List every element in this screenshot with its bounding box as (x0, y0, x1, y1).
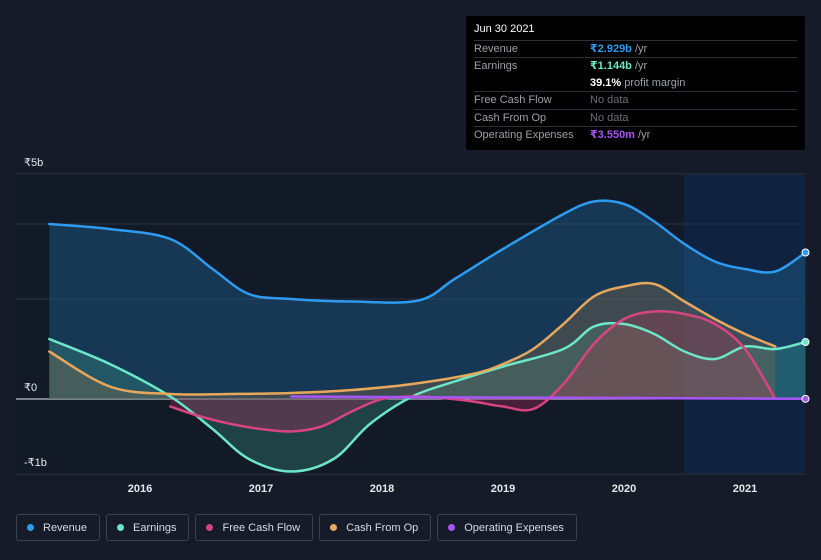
legend-label: Operating Expenses (464, 521, 564, 534)
legend-item-earnings[interactable]: Earnings (106, 514, 190, 541)
tooltip-label: Free Cash Flow (474, 94, 552, 107)
legend-dot-icon (206, 524, 214, 531)
y-tick-label: -₹1b (24, 457, 47, 469)
y-tick-label: ₹0 (24, 382, 37, 394)
cash-from-op-line (48, 281, 777, 396)
legend-label: Cash From Op (346, 521, 419, 534)
legend-item-operating-expenses[interactable]: Operating Expenses (437, 514, 577, 541)
tooltip-date: Jun 30 2021 (474, 23, 797, 41)
tooltip-row-fcf: Free Cash Flow No data (474, 92, 797, 110)
legend-item-revenue[interactable]: Revenue (16, 514, 101, 541)
legend-item-cash-from-op[interactable]: Cash From Op (319, 514, 432, 541)
legend-item-free-cash-flow[interactable]: Free Cash Flow (195, 514, 314, 541)
legend-label: Revenue (43, 521, 88, 534)
tooltip-value: ₹3.550m /yr (590, 128, 651, 141)
revenue-marker (801, 248, 810, 257)
x-tick-label: 2018 (370, 483, 394, 495)
legend-dot-icon (448, 524, 456, 531)
cash-from-op-area (49, 283, 776, 399)
tooltip-label: Revenue (474, 43, 519, 55)
tooltip-panel: Jun 30 2021 Revenue ₹2.929b /yr Earnings… (466, 16, 805, 150)
tooltip-label: Earnings (474, 60, 518, 73)
tooltip-label (474, 75, 590, 91)
x-tick-label: 2021 (733, 483, 757, 495)
tooltip-label: Cash From Op (474, 111, 547, 124)
x-tick-label: 2016 (128, 483, 152, 495)
tooltip-row-opex: Operating Expenses ₹3.550m /yr (474, 127, 797, 143)
legend-dot-icon (330, 524, 338, 531)
tooltip-row-earnings: Earnings ₹1.144b /yr (474, 58, 797, 74)
x-tick-label: 2017 (249, 483, 273, 495)
legend: Revenue Earnings Free Cash Flow Cash Fro… (16, 514, 577, 541)
tooltip-value: 39.1% profit margin (590, 76, 686, 89)
revenue-area (49, 200, 806, 399)
tooltip-label: Operating Expenses (474, 128, 574, 141)
chart: ₹5b ₹0 -₹1b 2016 2017 2018 2019 2020 2021 (16, 157, 810, 495)
tooltip-value: ₹2.929b /yr (590, 43, 648, 55)
legend-dot-icon (27, 524, 34, 531)
operating-expenses-marker (801, 394, 810, 403)
revenue-line (48, 199, 807, 304)
earnings-marker (801, 338, 810, 346)
free-cash-flow-area (170, 311, 776, 432)
legend-label: Earnings (133, 521, 177, 534)
tooltip-row-cfo: Cash From Op No data (474, 110, 797, 127)
x-tick-label: 2019 (491, 483, 515, 495)
tooltip-value: ₹1.144b /yr (590, 60, 648, 73)
free-cash-flow-line (169, 310, 777, 433)
y-tick-label: ₹5b (24, 157, 43, 169)
earnings-line (48, 321, 807, 473)
legend-label: Free Cash Flow (222, 521, 301, 534)
tooltip-row-revenue: Revenue ₹2.929b /yr (474, 41, 797, 59)
operating-expenses-line (290, 395, 807, 401)
tooltip-value: No data (590, 94, 629, 107)
x-tick-label: 2020 (612, 483, 636, 495)
legend-dot-icon (117, 524, 125, 531)
tooltip-row-margin: 39.1% profit margin (474, 75, 797, 93)
tooltip-value: No data (590, 111, 629, 124)
